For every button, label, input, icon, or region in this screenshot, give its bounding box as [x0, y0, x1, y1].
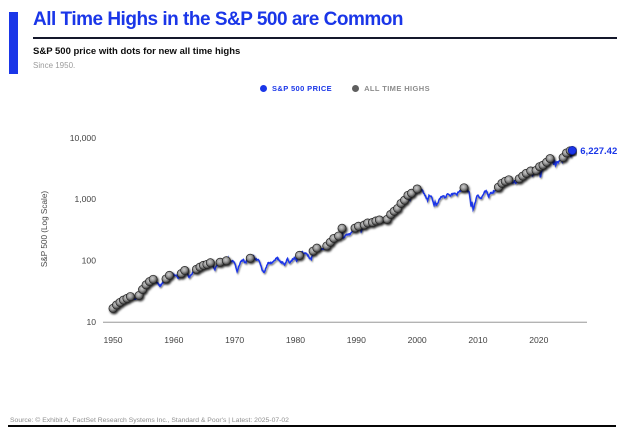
y-tick-label: 10,000	[70, 133, 97, 143]
x-tick-label: 1950	[103, 335, 122, 345]
ath-dots-layer	[108, 146, 575, 313]
ath-dot	[334, 231, 343, 241]
y-tick-label: 1,000	[74, 194, 96, 204]
legend: S&P 500 PRICE ALL TIME HIGHS	[103, 84, 587, 93]
ath-dot	[125, 292, 135, 301]
ath-dot	[180, 265, 190, 275]
x-tick-label: 2000	[408, 335, 427, 345]
legend-item-all-time-highs: ALL TIME HIGHS	[352, 84, 430, 93]
all-time-highs-dot-icon	[352, 85, 360, 92]
x-tick-label: 1990	[347, 335, 366, 345]
ath-dot	[312, 243, 322, 253]
title-divider	[33, 37, 617, 39]
y-axis-title: S&P 500 (Log Scale)	[40, 191, 49, 268]
ath-dot	[164, 270, 174, 280]
chart-subtitle: S&P 500 price with dots for new all time…	[33, 46, 241, 57]
x-tick-label: 1980	[286, 335, 305, 345]
latest-price-label: 6,227.42	[580, 146, 617, 157]
ath-dot	[245, 253, 255, 263]
ath-dot	[412, 184, 422, 194]
legend-label-sp500-price: S&P 500 PRICE	[272, 84, 333, 93]
legend-item-sp500-price: S&P 500 PRICE	[260, 84, 332, 93]
x-tick-label: 2010	[468, 335, 487, 345]
y-tick-label: 10	[86, 317, 96, 327]
ath-dot	[545, 154, 555, 164]
ath-dot	[337, 223, 347, 233]
ath-dot	[205, 258, 215, 268]
source-attribution: Source: © Exhibit A, FactSet Research Sy…	[10, 417, 289, 424]
legend-label-all-time-highs: ALL TIME HIGHS	[364, 84, 430, 93]
footer-divider	[8, 425, 616, 428]
page-title: All Time Highs in the S&P 500 are Common	[33, 9, 403, 30]
y-tick-label: 100	[82, 256, 97, 266]
chart-since-note: Since 1950.	[33, 61, 76, 70]
latest-price-dot	[567, 146, 577, 155]
x-tick-label: 1970	[225, 335, 244, 345]
ath-dot	[295, 250, 304, 260]
x-tick-label: 1960	[164, 335, 183, 345]
ath-dot	[504, 175, 514, 185]
accent-bar	[9, 12, 18, 74]
ath-dot	[459, 183, 469, 193]
ath-dot	[148, 274, 158, 284]
sp500-price-dot-icon	[260, 85, 267, 92]
ath-dot	[374, 215, 384, 225]
latest-price-layer	[567, 146, 577, 155]
x-tick-label: 2020	[529, 335, 548, 345]
ath-dot	[221, 256, 231, 266]
